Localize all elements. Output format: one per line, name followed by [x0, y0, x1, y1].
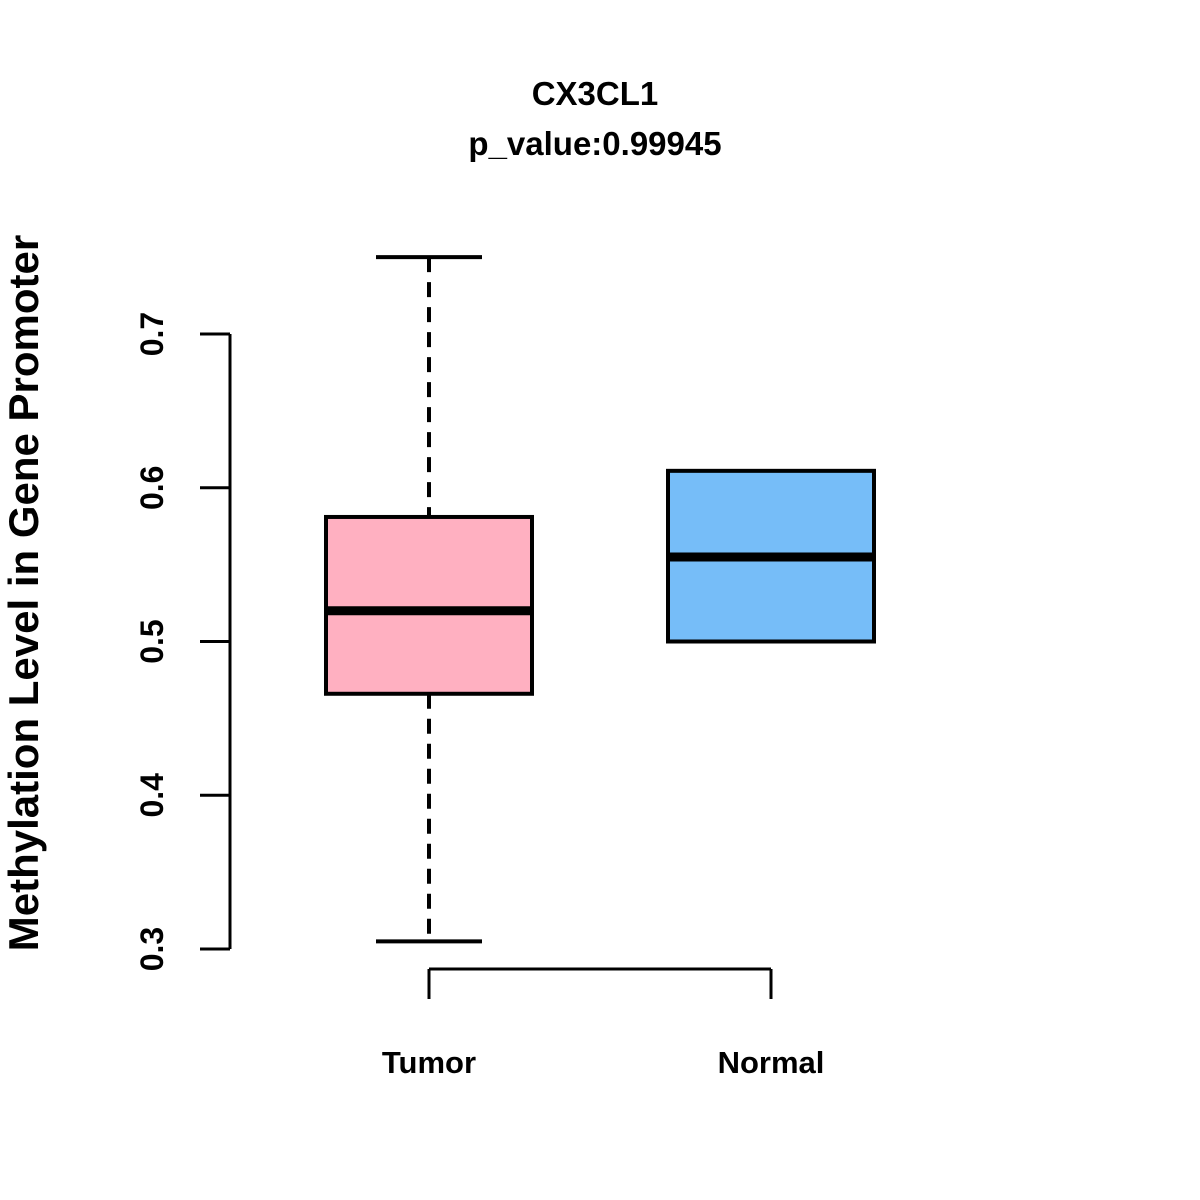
x-category-label-normal: Normal	[718, 1045, 825, 1080]
box-tumor	[324, 514, 534, 696]
y-tick-label: 0.6	[134, 466, 170, 510]
box-group	[324, 255, 876, 944]
chart-subtitle: p_value:0.99945	[468, 125, 721, 162]
x-category-label-tumor: Tumor	[382, 1045, 476, 1080]
y-tick-label: 0.5	[134, 619, 170, 663]
y-axis-label: Methylation Level in Gene Promoter	[0, 235, 47, 951]
y-tick-label: 0.7	[134, 312, 170, 356]
y-tick-label: 0.4	[134, 773, 170, 818]
y-tick-label: 0.3	[134, 927, 170, 971]
y-axis: 0.3 0.4 0.5 0.6 0.7	[134, 312, 232, 971]
x-axis: Tumor Normal	[382, 967, 825, 1080]
chart-title: CX3CL1	[532, 75, 659, 112]
